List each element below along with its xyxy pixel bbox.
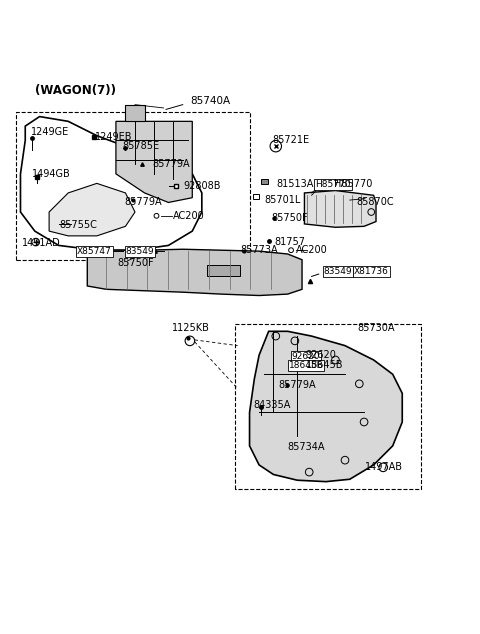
Text: 1494GB: 1494GB (32, 169, 70, 179)
Text: 1249EB: 1249EB (95, 132, 132, 142)
Polygon shape (87, 249, 302, 295)
Text: 18645B: 18645B (306, 359, 343, 370)
Text: 81513A: 81513A (277, 179, 314, 190)
Text: 81757: 81757 (275, 236, 306, 247)
Text: 85773A: 85773A (240, 245, 277, 256)
Text: 85701L: 85701L (265, 195, 301, 205)
Text: 1125KB: 1125KB (172, 323, 210, 333)
Text: 85750F: 85750F (272, 213, 308, 223)
Text: 85779A: 85779A (278, 380, 316, 390)
Text: H85770: H85770 (315, 180, 351, 189)
Polygon shape (49, 183, 135, 236)
Text: 85740A: 85740A (190, 96, 230, 106)
Polygon shape (125, 105, 144, 121)
Text: 1497AB: 1497AB (365, 462, 403, 472)
Text: 85730A: 85730A (357, 323, 395, 333)
Text: 85721E: 85721E (273, 136, 310, 145)
Text: 1249GE: 1249GE (31, 127, 69, 137)
Polygon shape (116, 121, 192, 202)
Text: 85870C: 85870C (357, 197, 394, 207)
Text: 1491AD: 1491AD (23, 238, 61, 248)
Text: 83549: 83549 (125, 247, 154, 256)
Text: 92620: 92620 (292, 352, 320, 361)
Text: 85785E: 85785E (122, 141, 159, 151)
Text: 85750F: 85750F (118, 257, 155, 268)
Text: H85770: H85770 (334, 179, 372, 190)
Text: 84335A: 84335A (253, 400, 290, 410)
Text: 85734A: 85734A (288, 442, 325, 452)
Text: 85779A: 85779A (124, 197, 162, 207)
Polygon shape (206, 264, 240, 276)
Text: X81736: X81736 (354, 267, 389, 276)
Text: 92620: 92620 (306, 350, 337, 360)
Text: (WAGON(7)): (WAGON(7)) (35, 84, 116, 97)
Polygon shape (250, 332, 402, 482)
Text: 18645B: 18645B (288, 361, 323, 370)
Text: X85747: X85747 (77, 247, 112, 256)
Text: 83549: 83549 (324, 267, 352, 276)
Polygon shape (262, 179, 268, 184)
Polygon shape (253, 194, 259, 198)
Text: 85779A: 85779A (152, 159, 190, 169)
Polygon shape (304, 191, 376, 227)
Text: 85755C: 85755C (60, 220, 97, 230)
Text: 92808B: 92808B (184, 181, 221, 191)
Text: AC200: AC200 (173, 211, 205, 221)
Text: AC200: AC200 (296, 245, 327, 256)
